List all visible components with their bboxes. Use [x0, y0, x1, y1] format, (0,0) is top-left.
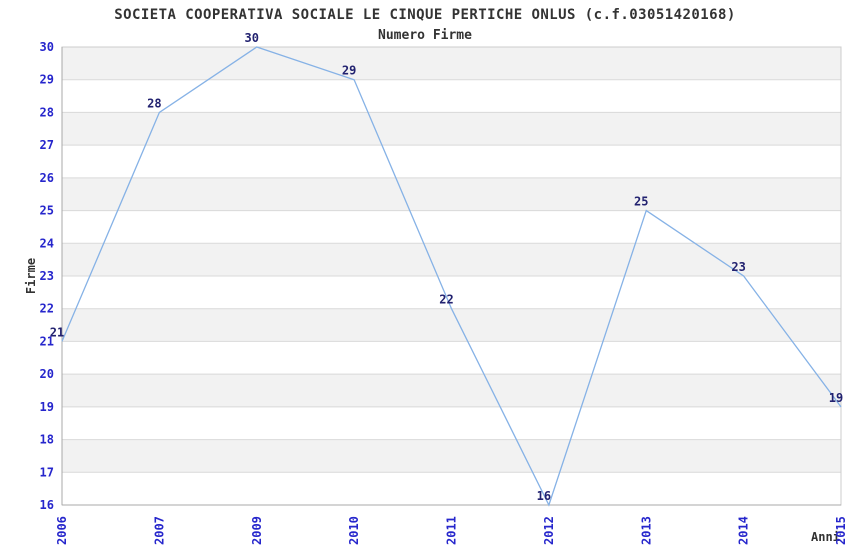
y-tick-label: 21 — [40, 334, 54, 348]
y-tick-label: 27 — [40, 138, 54, 152]
x-tick-label: 2007 — [152, 516, 166, 545]
y-tick-label: 30 — [40, 40, 54, 54]
grid-band — [62, 374, 841, 407]
x-tick-label: 2014 — [737, 516, 751, 545]
y-tick-label: 20 — [40, 367, 54, 381]
point-label: 16 — [537, 489, 551, 503]
y-tick-label: 24 — [40, 236, 54, 250]
grid-band — [62, 276, 841, 309]
point-label: 23 — [731, 260, 745, 274]
y-tick-label: 19 — [40, 400, 54, 414]
point-label: 21 — [50, 325, 64, 339]
grid-band — [62, 47, 841, 80]
point-label: 25 — [634, 195, 648, 209]
x-axis-title: Anni — [811, 530, 840, 544]
x-tick-label: 2013 — [639, 516, 653, 545]
point-label: 22 — [439, 293, 453, 307]
grid-band — [62, 439, 841, 473]
point-label: 19 — [829, 391, 843, 405]
chart-subtitle: Numero Firme — [378, 28, 472, 43]
y-tick-label: 18 — [40, 433, 54, 447]
grid-band — [62, 472, 841, 505]
grid-band — [62, 79, 841, 113]
grid-band — [62, 177, 841, 211]
y-tick-label: 16 — [40, 498, 54, 512]
point-label: 28 — [147, 96, 161, 110]
x-tick-label: 2015 — [834, 516, 848, 545]
y-tick-label: 23 — [40, 269, 54, 283]
grid-band — [62, 308, 841, 342]
y-tick-label: 28 — [40, 105, 54, 119]
x-tick-label: 2006 — [55, 516, 69, 545]
grid-band — [62, 112, 841, 146]
y-tick-label: 26 — [40, 171, 54, 185]
chart-title: SOCIETA COOPERATIVA SOCIALE LE CINQUE PE… — [114, 7, 736, 23]
series-line — [61, 46, 842, 507]
x-tick-label: 2009 — [250, 516, 264, 545]
grid-band — [62, 145, 841, 178]
y-tick-label: 22 — [40, 302, 54, 316]
x-tick-label: 2012 — [542, 516, 556, 545]
x-tick-label: 2011 — [445, 516, 459, 545]
point-label: 30 — [245, 31, 259, 45]
y-tick-label: 29 — [40, 73, 54, 87]
grid-band — [62, 406, 841, 440]
x-tick-label: 2010 — [347, 516, 361, 545]
y-tick-label: 25 — [40, 204, 54, 218]
y-tick-label: 17 — [40, 465, 54, 479]
grid-band — [62, 243, 841, 276]
point-label: 29 — [342, 64, 356, 78]
grid-band — [62, 210, 841, 244]
grid-band — [62, 341, 841, 375]
